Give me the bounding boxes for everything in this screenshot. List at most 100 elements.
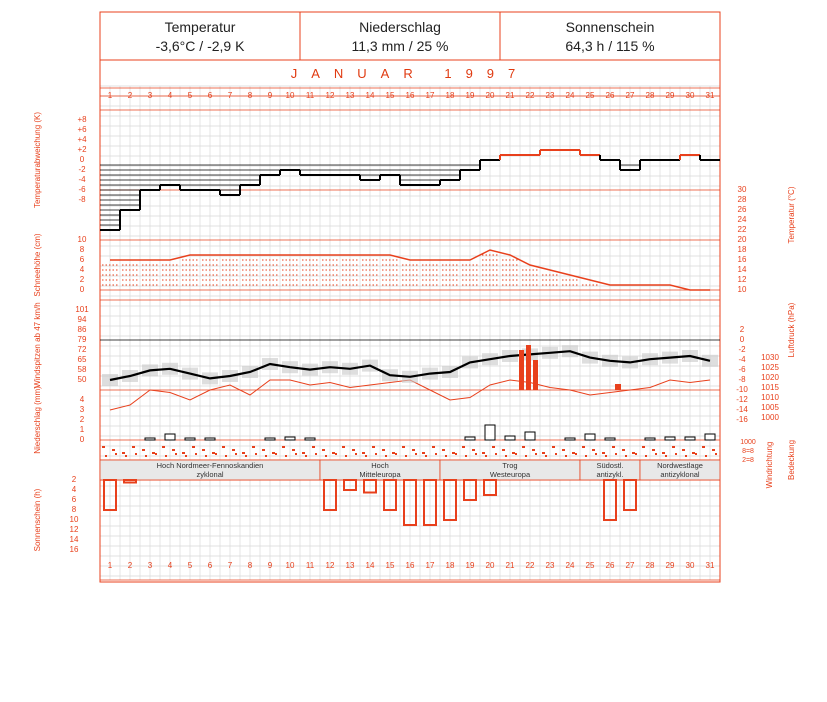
- cover-mark: [385, 455, 387, 457]
- outer-frame: [99, 11, 721, 583]
- precip-intense-bar: [526, 345, 531, 390]
- wind-dir-mark: [152, 452, 155, 454]
- cover-mark: [185, 455, 187, 457]
- day-label-bottom: 27: [626, 561, 635, 570]
- sunshine-bar: [123, 479, 137, 484]
- snow-right-tick: 20: [738, 235, 747, 244]
- temp-tick: 30: [738, 185, 747, 194]
- snow-right-tick: 10: [738, 285, 747, 294]
- precip-bar: [644, 437, 656, 441]
- day-label-top: 1: [108, 91, 113, 100]
- pressure-dev-tick: -2: [738, 345, 746, 354]
- precip-bar: [704, 433, 716, 441]
- precip-bar: [664, 436, 676, 441]
- wind-dir-mark: [142, 449, 145, 451]
- precip-bar: [484, 424, 496, 441]
- day-label-top: 5: [188, 91, 193, 100]
- cover-mark: [505, 455, 507, 457]
- cover-mark: [265, 455, 267, 457]
- day-label-top: 20: [486, 91, 495, 100]
- cover-mark: [615, 453, 617, 455]
- wind-dir-mark: [492, 446, 495, 448]
- day-label-bottom: 8: [248, 561, 253, 570]
- wind-dir-mark: [102, 446, 105, 448]
- cover-mark: [595, 453, 597, 455]
- synoptic-label: zyklonal: [196, 470, 223, 479]
- wind-dir-mark: [422, 452, 425, 454]
- cover-mark: [325, 455, 327, 457]
- day-label-bottom: 1: [108, 561, 113, 570]
- cover-mark: [425, 455, 427, 457]
- day-label-top: 15: [386, 91, 395, 100]
- wind-dir-mark: [222, 446, 225, 448]
- wind-dir-mark: [592, 449, 595, 451]
- snow-tick: 10: [78, 235, 87, 244]
- weather-tick: 2=8: [742, 457, 754, 464]
- cover-mark: [535, 453, 537, 455]
- day-label-bottom: 17: [426, 561, 435, 570]
- day-label-top: 23: [546, 91, 555, 100]
- sunshine-bar: [323, 479, 337, 511]
- day-label-bottom: 13: [346, 561, 355, 570]
- wind-tick: 58: [78, 365, 87, 374]
- cover-mark: [225, 455, 227, 457]
- day-label-top: 6: [208, 91, 213, 100]
- cover-mark: [395, 453, 397, 455]
- wind-dir-mark: [382, 449, 385, 451]
- wind-dir-mark: [642, 446, 645, 448]
- snow-tick: 6: [80, 255, 85, 264]
- day-label-top: 19: [466, 91, 475, 100]
- cover-mark: [685, 455, 687, 457]
- wind-dir-mark: [672, 446, 675, 448]
- pressure-tick: 1020: [761, 373, 779, 382]
- wind-dir-mark: [282, 446, 285, 448]
- wind-dir-mark: [442, 449, 445, 451]
- wind-dir-mark: [162, 446, 165, 448]
- cover-mark: [435, 453, 437, 455]
- precip-right-tick: -12: [736, 395, 748, 404]
- wind-dir-mark: [252, 446, 255, 448]
- cover-mark: [635, 453, 637, 455]
- day-label-top: 4: [168, 91, 173, 100]
- header-sunshine-title: Sonnenschein: [565, 19, 655, 35]
- day-label-bottom: 28: [646, 561, 655, 570]
- wind-dir-mark: [372, 446, 375, 448]
- day-label-bottom: 9: [268, 561, 273, 570]
- sunshine-bar: [443, 479, 457, 521]
- wind-dir-mark: [612, 446, 615, 448]
- cover-mark: [665, 455, 667, 457]
- snow-right-tick: 14: [738, 265, 747, 274]
- wind-dir-mark: [482, 452, 485, 454]
- sunshine-bar: [343, 479, 357, 491]
- snow-axis-label: Schneehöhe (cm): [33, 233, 42, 296]
- cover-mark: [115, 453, 117, 455]
- pressure-tick: 1030: [761, 353, 779, 362]
- cover-mark: [445, 455, 447, 457]
- day-label-bottom: 16: [406, 561, 415, 570]
- pressure-dev-tick: -6: [738, 365, 746, 374]
- wind-dir-mark: [212, 452, 215, 454]
- wind-dir-mark: [552, 446, 555, 448]
- pressure-tick: 1005: [761, 403, 779, 412]
- precip-bar: [684, 436, 696, 441]
- cover-mark: [125, 455, 127, 457]
- temp-dev-tick: -8: [78, 195, 86, 204]
- wind-dir-mark: [542, 452, 545, 454]
- synoptic-label: Trog: [502, 461, 517, 470]
- cover-mark: [305, 455, 307, 457]
- precip-bar: [184, 437, 196, 441]
- cover-mark: [175, 453, 177, 455]
- cover-mark: [695, 453, 697, 455]
- day-label-top: 31: [706, 91, 715, 100]
- cover-mark: [155, 453, 157, 455]
- wind-dir-mark: [522, 446, 525, 448]
- day-label-top: 8: [248, 91, 253, 100]
- wind-dir-mark: [662, 452, 665, 454]
- day-label-top: 12: [326, 91, 335, 100]
- pressure-dev-tick: -8: [738, 375, 746, 384]
- precip-bar: [524, 431, 536, 441]
- day-label-bottom: 30: [686, 561, 695, 570]
- wind-dir-mark: [692, 452, 695, 454]
- day-label-bottom: 29: [666, 561, 675, 570]
- precip-bar: [144, 437, 156, 441]
